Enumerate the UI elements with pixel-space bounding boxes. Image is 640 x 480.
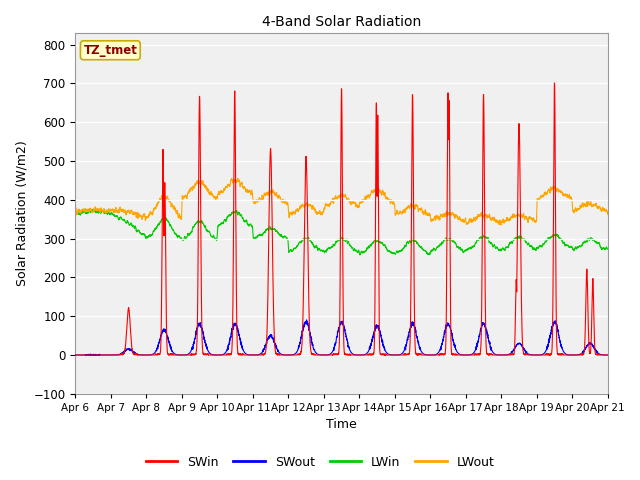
LWin [604, 246, 611, 252]
SWin [72, 352, 79, 358]
SWin [167, 352, 175, 358]
SWout [322, 352, 330, 358]
SWin [491, 352, 499, 358]
LWout [431, 216, 439, 221]
Line: LWin: LWin [76, 209, 608, 255]
SWin [604, 352, 611, 358]
LWin [167, 224, 175, 230]
SWin [461, 352, 468, 358]
LWin [356, 252, 364, 258]
Line: LWout: LWout [76, 179, 608, 225]
LWin [431, 247, 439, 253]
LWout [167, 203, 175, 208]
SWin [550, 80, 558, 86]
Line: SWin: SWin [76, 83, 608, 355]
LWin [322, 248, 330, 253]
Y-axis label: Solar Radiation (W/m2): Solar Radiation (W/m2) [15, 141, 28, 286]
LWout [322, 201, 330, 206]
LWout [604, 212, 612, 217]
SWout [303, 317, 310, 323]
SWout [167, 345, 175, 351]
SWout [72, 352, 79, 358]
LWin [492, 244, 499, 250]
LWout [491, 218, 499, 224]
Text: TZ_tmet: TZ_tmet [83, 44, 137, 57]
SWin [322, 352, 330, 358]
LWin [604, 246, 612, 252]
SWin [604, 352, 612, 358]
SWout [431, 352, 439, 358]
LWout [234, 176, 241, 181]
SWin [431, 352, 439, 358]
LWin [72, 212, 79, 217]
Line: SWout: SWout [76, 320, 608, 355]
LWout [72, 205, 79, 211]
LWout [461, 218, 468, 224]
LWout [497, 222, 505, 228]
Title: 4-Band Solar Radiation: 4-Band Solar Radiation [262, 15, 421, 29]
X-axis label: Time: Time [326, 419, 357, 432]
LWin [91, 206, 99, 212]
LWin [461, 248, 468, 254]
SWout [491, 351, 499, 357]
SWout [604, 352, 612, 358]
LWout [604, 209, 611, 215]
SWout [461, 352, 468, 358]
SWout [604, 352, 611, 358]
Legend: SWin, SWout, LWin, LWout: SWin, SWout, LWin, LWout [141, 451, 499, 474]
